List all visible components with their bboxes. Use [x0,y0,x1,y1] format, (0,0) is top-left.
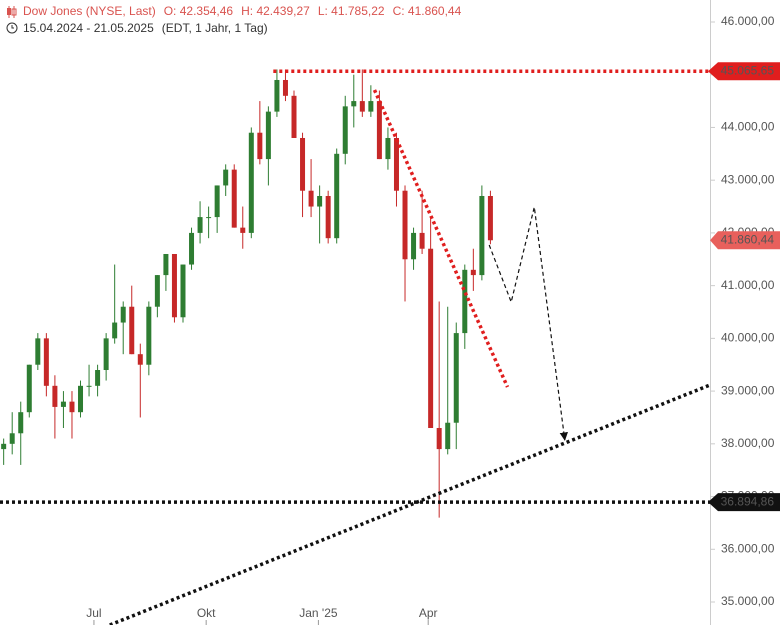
candle-body [163,253,169,276]
y-tick-label: 36.000,00 [721,541,775,555]
candle-body [1,443,7,450]
candle-body [487,195,493,241]
high: H: 42.439,27 [241,4,310,18]
projection-path [488,206,568,441]
price-badge-label: 45.065,65 [721,63,775,77]
candle-body [342,106,348,154]
candle-body [223,169,229,186]
candle-body [291,95,297,138]
price-badge [708,493,780,512]
candle-body [60,401,66,407]
candle-body [248,132,254,233]
candle-body [112,322,118,339]
candle-body [197,217,203,233]
x-tick-label: Apr [419,606,438,620]
trend-line [372,89,510,388]
candle-body [445,422,451,450]
y-tick-label: 43.000,00 [721,172,775,186]
last-price-badge [710,231,780,250]
y-tick-label: 44.000,00 [721,120,775,134]
candle-body [18,412,24,434]
candle-body [282,79,288,96]
header-range: 15.04.2024 - 21.05.2025 (EDT, 1 Jahr, 1 T… [23,21,268,35]
candle-body [265,111,271,160]
candle-body [402,190,408,260]
x-tick-label: Jul [86,606,101,620]
candle-body [368,101,374,112]
candle-body [359,101,365,112]
candle-body [189,232,195,265]
candle-body [385,137,391,160]
y-tick-label: 39.000,00 [721,383,775,397]
header-title: Dow Jones (NYSE, Last) O: 42.354,46 H: 42.… [23,4,462,18]
close: C: 41.860,44 [393,4,462,18]
candle-body [479,195,485,276]
candle-body [436,428,442,450]
candle-body [274,79,280,112]
last-price-label: 41.860,44 [721,232,775,246]
candle-body [95,370,101,386]
candle-body [154,275,160,307]
candle-body [334,153,340,239]
candle-body [419,232,425,249]
y-tick-label: 38.000,00 [721,436,775,450]
x-tick-label: Okt [197,606,216,620]
candle-body [462,269,468,334]
price-badge [708,62,780,81]
candle-body [214,185,220,218]
y-tick-label: 40.000,00 [721,331,775,345]
candle-body [137,354,143,365]
range: 15.04.2024 - 21.05.2025 [23,21,154,35]
candle-body [240,227,246,233]
candle-body [171,253,177,318]
candle-body [43,338,49,386]
candle-body [103,338,109,371]
candle-body [129,306,135,355]
candle-body [257,132,263,160]
candle-body [69,401,75,413]
open: O: 42.354,46 [164,4,234,18]
candle-body [180,264,186,318]
candle-body [470,269,476,276]
candle-body [411,232,417,260]
candle-body [231,169,237,228]
y-tick-label: 41.000,00 [721,278,775,292]
header-icon [7,6,17,18]
candle-body [351,101,357,107]
instrument: Dow Jones (NYSE, Last) [23,4,156,18]
candle-body [52,385,58,407]
candle-body [9,433,15,444]
candle-body [376,101,382,160]
candle-body [206,217,212,219]
candle-body [146,306,152,365]
candle-body [317,195,323,207]
candle-body [35,338,41,365]
candle-body [78,385,84,413]
candle-body [26,364,32,413]
y-tick-label: 46.000,00 [721,14,775,28]
candle-body [120,306,126,323]
price-badge-label: 36.894,86 [721,494,775,508]
candle-body [428,248,434,429]
y-tick-label: 35.000,00 [721,594,775,608]
x-tick-label: Jan '25 [299,606,338,620]
candle-body [308,190,314,207]
candle-body [300,137,306,191]
candle-body [393,137,399,191]
low: L: 41.785,22 [318,4,385,18]
info: (EDT, 1 Jahr, 1 Tag) [162,21,268,35]
candle-body [453,333,459,423]
candle-body [86,385,92,387]
candle-body [325,195,331,239]
clock-icon [6,22,18,34]
